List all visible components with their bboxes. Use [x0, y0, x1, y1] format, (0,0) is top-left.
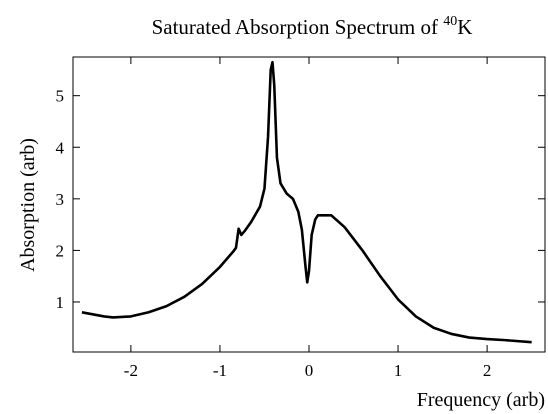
x-tick-label: -2 — [124, 361, 138, 380]
y-tick-label: 4 — [56, 138, 65, 157]
x-axis-label: Frequency (arb) — [417, 389, 545, 411]
x-tick-label: 2 — [483, 361, 492, 380]
title-text: Saturated Absorption Spectrum of — [152, 15, 438, 39]
x-tick-label: 1 — [394, 361, 403, 380]
x-tick-label: -1 — [213, 361, 227, 380]
plot-frame — [72, 56, 546, 353]
y-tick-label: 1 — [56, 293, 65, 312]
chart-title: Saturated Absorption Spectrum of 40K — [152, 14, 473, 39]
data-line — [81, 60, 532, 344]
y-tick-label: 3 — [56, 190, 65, 209]
y-tick-label: 5 — [56, 87, 65, 106]
title-superscript: 40 — [443, 14, 457, 29]
title-symbol: K — [457, 15, 472, 39]
y-axis-label: Absorption (arb) — [17, 138, 39, 272]
x-tick-label: 0 — [305, 361, 314, 380]
y-tick-label: 2 — [56, 241, 65, 260]
